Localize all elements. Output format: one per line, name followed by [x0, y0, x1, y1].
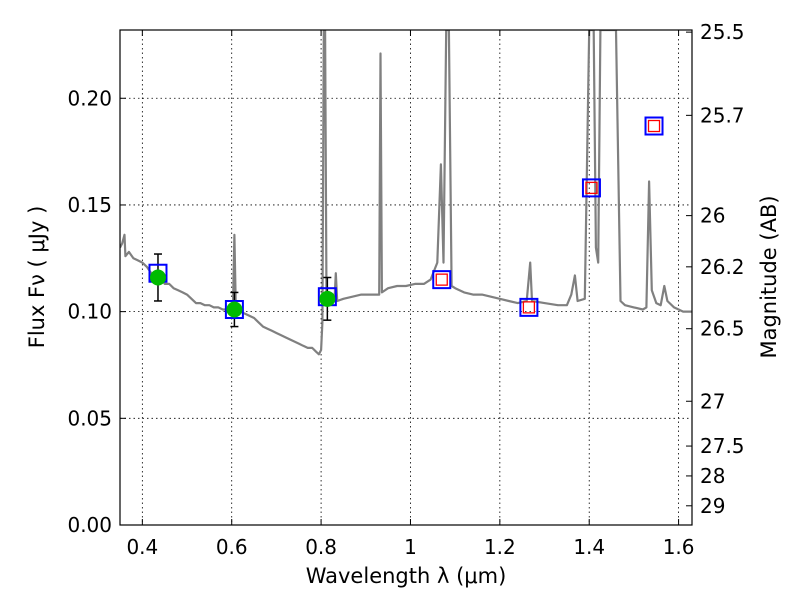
x-tick-label: 1.6 [663, 535, 695, 559]
x-tick-label: 1.2 [484, 535, 516, 559]
plot-frame [119, 29, 693, 526]
x-axis-label: Wavelength λ (μm) [306, 564, 507, 588]
y-tick-label: 0.15 [67, 193, 112, 217]
right-tick-label: 27 [700, 389, 725, 413]
y-axis-label: Flux Fν ( μJy ) [25, 206, 49, 349]
model-photometry-marker [432, 270, 452, 290]
grid [120, 30, 692, 526]
y-tick-label: 0.10 [67, 300, 112, 324]
x-tick-label: 0.6 [216, 535, 248, 559]
model-photometry-marker [581, 178, 601, 198]
y-tick-label: 0.00 [67, 513, 112, 537]
right-tick-label: 26.5 [700, 317, 745, 341]
predicted-marker [585, 181, 598, 195]
right-tick-label: 25.5 [700, 20, 745, 44]
right-axis-label: Magnitude (AB) [757, 195, 781, 358]
right-tick-label: 25.7 [700, 103, 745, 127]
plot-area [120, 30, 692, 356]
predicted-marker [522, 301, 536, 314]
y-tick-label: 0.20 [67, 86, 112, 110]
model-spectrum-line [120, 30, 692, 356]
observed-point [226, 301, 243, 318]
right-tick-label: 28 [700, 464, 725, 488]
model-photometry-marker [519, 297, 539, 317]
model-photometry-marker [644, 116, 664, 136]
observed-point [149, 269, 166, 286]
x-tick-label: 0.8 [305, 535, 337, 559]
right-tick-label: 27.5 [700, 434, 745, 458]
x-tick-label: 1 [404, 535, 417, 559]
predicted-marker [435, 273, 448, 286]
predicted-marker [647, 119, 661, 133]
right-tick-label: 26 [700, 204, 725, 228]
y-tick-label: 0.05 [67, 406, 112, 430]
observed-point [319, 290, 336, 307]
right-tick-label: 29 [700, 494, 725, 518]
right-tick-label: 26.2 [700, 255, 745, 279]
x-tick-label: 0.4 [126, 535, 158, 559]
x-tick-label: 1.4 [573, 535, 605, 559]
ticks: 0.4 0.6 0.8 1 1.2 1.4 1.6 0.00 0.05 0.10 0.15 0.20 2… [67, 20, 744, 559]
model-photometry-marker [224, 300, 244, 320]
